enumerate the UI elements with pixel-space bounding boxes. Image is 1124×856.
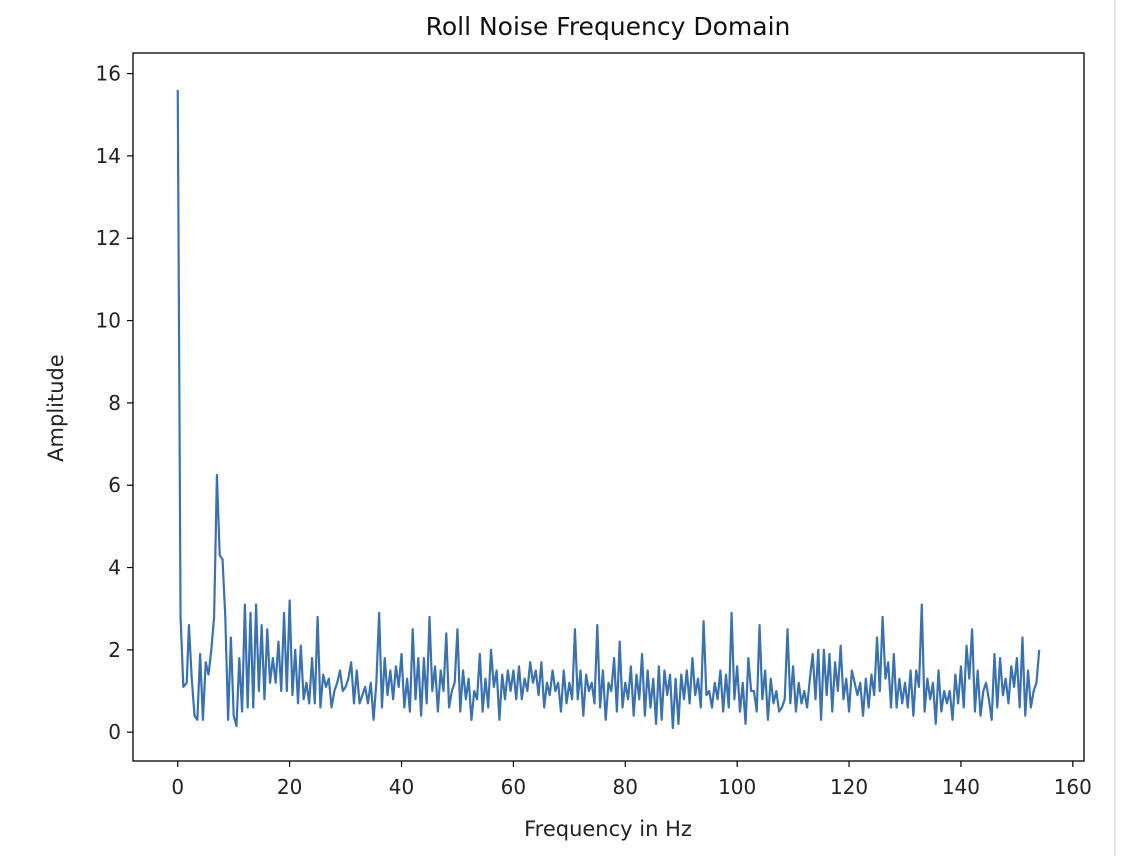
series-line xyxy=(176,90,1041,730)
y-tick-label: 6 xyxy=(108,473,121,497)
x-tick-label: 120 xyxy=(830,775,868,799)
y-axis-label: Amplitude xyxy=(44,354,68,462)
chart-title: Roll Noise Frequency Domain xyxy=(426,12,791,41)
x-tick-label: 40 xyxy=(389,775,414,799)
x-tick-label: 100 xyxy=(718,775,756,799)
y-tick-label: 14 xyxy=(96,144,121,168)
x-tick-label: 140 xyxy=(942,775,980,799)
y-tick-label: 2 xyxy=(108,638,121,662)
x-tick-label: 80 xyxy=(613,775,638,799)
plot-area-frame xyxy=(132,52,1085,762)
y-axis: 0 2 4 6 8 10 12 14 16 xyxy=(96,62,133,744)
y-tick-label: 4 xyxy=(108,556,121,580)
y-tick-label: 16 xyxy=(96,62,121,86)
y-tick-label: 10 xyxy=(96,309,121,333)
x-axis: 0 20 40 60 80 100 120 140 160 xyxy=(171,761,1092,799)
x-tick-label: 0 xyxy=(171,775,184,799)
x-tick-label: 20 xyxy=(277,775,302,799)
x-tick-label: 60 xyxy=(501,775,526,799)
panel-scroll-rail xyxy=(1114,0,1116,856)
x-axis-label: Frequency in Hz xyxy=(524,817,692,841)
y-tick-label: 8 xyxy=(108,391,121,415)
y-tick-label: 12 xyxy=(96,226,121,250)
y-tick-label: 0 xyxy=(108,720,121,744)
x-tick-label: 160 xyxy=(1054,775,1092,799)
